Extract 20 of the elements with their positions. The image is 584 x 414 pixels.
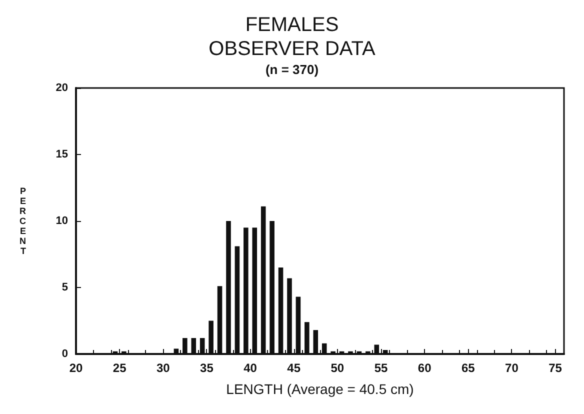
x-tick-label: 65 (461, 361, 476, 375)
x-tick-label: 60 (418, 361, 432, 375)
x-tick-label: 45 (287, 361, 301, 375)
y-tick-label: 20 (56, 82, 68, 94)
y-tick-label: 15 (56, 148, 68, 160)
x-tick-label: 25 (112, 361, 127, 375)
y-tick-label: 5 (62, 282, 68, 294)
x-tick-label: 30 (156, 361, 170, 375)
chart-title: FEMALES OBSERVER DATA (208, 14, 376, 60)
y-tick-label: 0 (62, 348, 68, 360)
x-tick-label: 35 (200, 361, 214, 375)
x-tick-label: 50 (330, 361, 344, 375)
y-axis-title: PERCENT (20, 186, 26, 256)
x-tick-label: 55 (374, 361, 388, 375)
chart-subtitle: (n = 370) (265, 62, 319, 77)
x-tick-label: 75 (548, 361, 562, 375)
y-tick-label: 10 (56, 215, 68, 227)
x-tick-label: 70 (505, 361, 519, 375)
x-tick-label: 40 (244, 361, 258, 375)
x-axis-title: LENGTH (Average = 40.5 cm) (226, 381, 414, 397)
